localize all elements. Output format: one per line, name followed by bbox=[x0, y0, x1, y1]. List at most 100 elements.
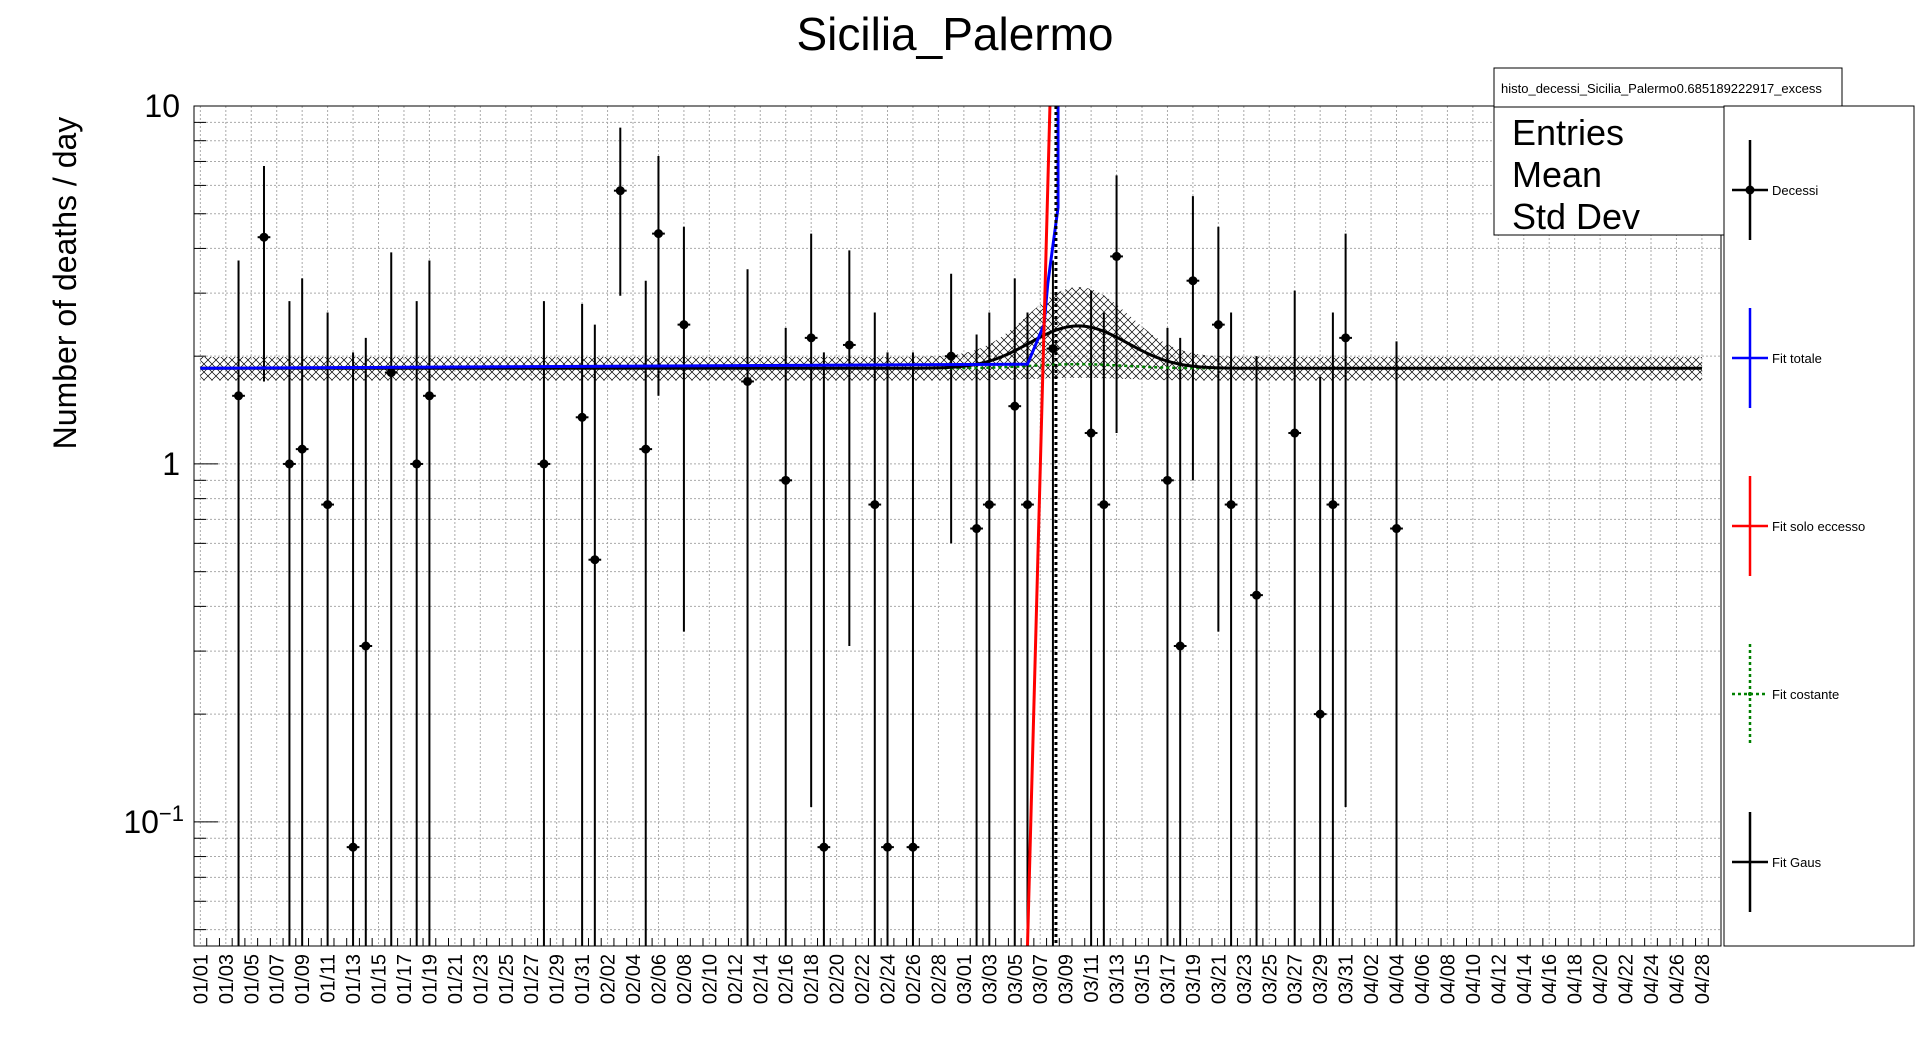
x-tick-label: 01/07 bbox=[267, 954, 289, 1004]
data-point bbox=[1212, 226, 1225, 632]
x-tick-label: 04/12 bbox=[1488, 954, 1510, 1004]
data-point bbox=[881, 352, 894, 946]
point-marker bbox=[1392, 524, 1402, 534]
data-point bbox=[321, 312, 334, 946]
fit-error-band bbox=[200, 287, 1702, 381]
x-tick-label: 04/28 bbox=[1692, 954, 1714, 1004]
legend-marker bbox=[1745, 185, 1755, 195]
point-marker bbox=[284, 459, 294, 469]
data-point bbox=[804, 233, 818, 808]
x-tick-label: 02/02 bbox=[598, 954, 620, 1004]
data-point bbox=[588, 324, 602, 946]
point-marker bbox=[412, 459, 422, 469]
x-tick-label: 03/17 bbox=[1157, 954, 1179, 1004]
data-point bbox=[232, 260, 245, 946]
x-tick-label: 02/22 bbox=[852, 954, 874, 1004]
data-point bbox=[1021, 312, 1034, 946]
x-tick-label: 04/06 bbox=[1412, 954, 1434, 1004]
chart-title: Sicilia_Palermo bbox=[796, 8, 1113, 60]
legend-label: Fit costante bbox=[1772, 687, 1839, 702]
x-tick-label: 03/25 bbox=[1259, 954, 1281, 1004]
x-tick-label: 02/08 bbox=[674, 954, 696, 1004]
point-marker bbox=[234, 391, 244, 401]
point-marker bbox=[1341, 333, 1351, 343]
point-marker bbox=[972, 524, 982, 534]
data-point bbox=[982, 312, 996, 946]
data-point bbox=[868, 312, 882, 946]
point-marker bbox=[946, 351, 956, 361]
point-marker bbox=[806, 333, 816, 343]
x-tick-label: 01/11 bbox=[318, 954, 340, 1003]
x-tick-label: 02/10 bbox=[699, 954, 721, 1004]
data-point bbox=[410, 301, 424, 946]
point-marker bbox=[323, 500, 333, 510]
point-marker bbox=[386, 368, 396, 378]
data-point bbox=[842, 250, 856, 646]
point-marker bbox=[615, 186, 625, 196]
x-tick-label: 02/18 bbox=[801, 954, 823, 1004]
data-point bbox=[423, 260, 436, 946]
data-point bbox=[537, 301, 551, 946]
x-tick-label: 03/15 bbox=[1132, 954, 1154, 1004]
data-point bbox=[1173, 337, 1187, 946]
point-marker bbox=[1099, 500, 1109, 510]
legend-entry: Decessi bbox=[1732, 140, 1818, 240]
point-marker bbox=[348, 842, 358, 852]
x-tick-label: 02/14 bbox=[750, 954, 772, 1004]
data-point bbox=[817, 352, 831, 946]
x-tick-label: 02/28 bbox=[928, 954, 950, 1004]
y-axis-label: Number of deaths / day bbox=[47, 117, 83, 450]
data-point bbox=[346, 352, 360, 946]
x-tick-label: 04/02 bbox=[1361, 954, 1383, 1004]
x-tick-label: 03/23 bbox=[1234, 954, 1256, 1004]
point-marker bbox=[781, 475, 791, 485]
data-point bbox=[613, 127, 627, 296]
data-point bbox=[1313, 376, 1327, 946]
point-marker bbox=[1290, 428, 1300, 438]
data-point bbox=[295, 278, 309, 946]
point-marker bbox=[908, 842, 918, 852]
error-band bbox=[200, 287, 1702, 381]
x-tick-label: 01/17 bbox=[394, 954, 416, 1004]
x-tick-label: 04/22 bbox=[1616, 954, 1638, 1004]
x-tick-label: 03/19 bbox=[1183, 954, 1205, 1004]
point-marker bbox=[1086, 428, 1096, 438]
stats-entries-label: Entries bbox=[1512, 112, 1624, 153]
x-tick-label: 01/09 bbox=[292, 954, 314, 1004]
fit-totale-line bbox=[200, 106, 1060, 370]
point-marker bbox=[653, 229, 663, 239]
x-tick-label: 01/27 bbox=[521, 954, 543, 1004]
x-tick-label: 04/20 bbox=[1590, 954, 1612, 1004]
point-marker bbox=[1226, 500, 1236, 510]
data-point bbox=[1339, 233, 1352, 808]
data-point bbox=[1390, 341, 1403, 946]
point-marker bbox=[1175, 641, 1185, 651]
data-point bbox=[359, 337, 373, 946]
x-tick-label: 03/29 bbox=[1310, 954, 1332, 1004]
x-tick-label: 03/21 bbox=[1208, 954, 1230, 1004]
point-marker bbox=[641, 444, 651, 454]
x-tick-label: 03/31 bbox=[1336, 954, 1358, 1004]
data-point bbox=[1186, 196, 1200, 481]
y-tick-label: 1 bbox=[162, 446, 180, 482]
y-tick-label: 10 bbox=[144, 88, 180, 124]
x-tick-label: 03/09 bbox=[1056, 954, 1078, 1004]
data-point bbox=[575, 303, 589, 946]
x-tick-label: 04/24 bbox=[1641, 954, 1663, 1004]
y-axis-ticks: 10 1 10−1 bbox=[123, 88, 218, 931]
point-marker bbox=[1112, 251, 1122, 261]
x-tick-label: 01/03 bbox=[216, 954, 238, 1004]
x-tick-label: 02/06 bbox=[648, 954, 670, 1004]
point-marker bbox=[870, 500, 880, 510]
x-tick-label: 01/29 bbox=[547, 954, 569, 1004]
legend-entry: Fit costante bbox=[1732, 644, 1839, 744]
data-point bbox=[1288, 290, 1302, 946]
x-tick-label: 01/23 bbox=[470, 954, 492, 1004]
legend-label: Decessi bbox=[1772, 183, 1818, 198]
point-marker bbox=[1252, 590, 1262, 600]
x-tick-label: 03/13 bbox=[1107, 954, 1129, 1004]
point-marker bbox=[577, 412, 587, 422]
stats-box: histo_decessi_Sicilia_Palermo0.685189222… bbox=[1493, 67, 1843, 237]
x-tick-label: 01/19 bbox=[419, 954, 441, 1004]
